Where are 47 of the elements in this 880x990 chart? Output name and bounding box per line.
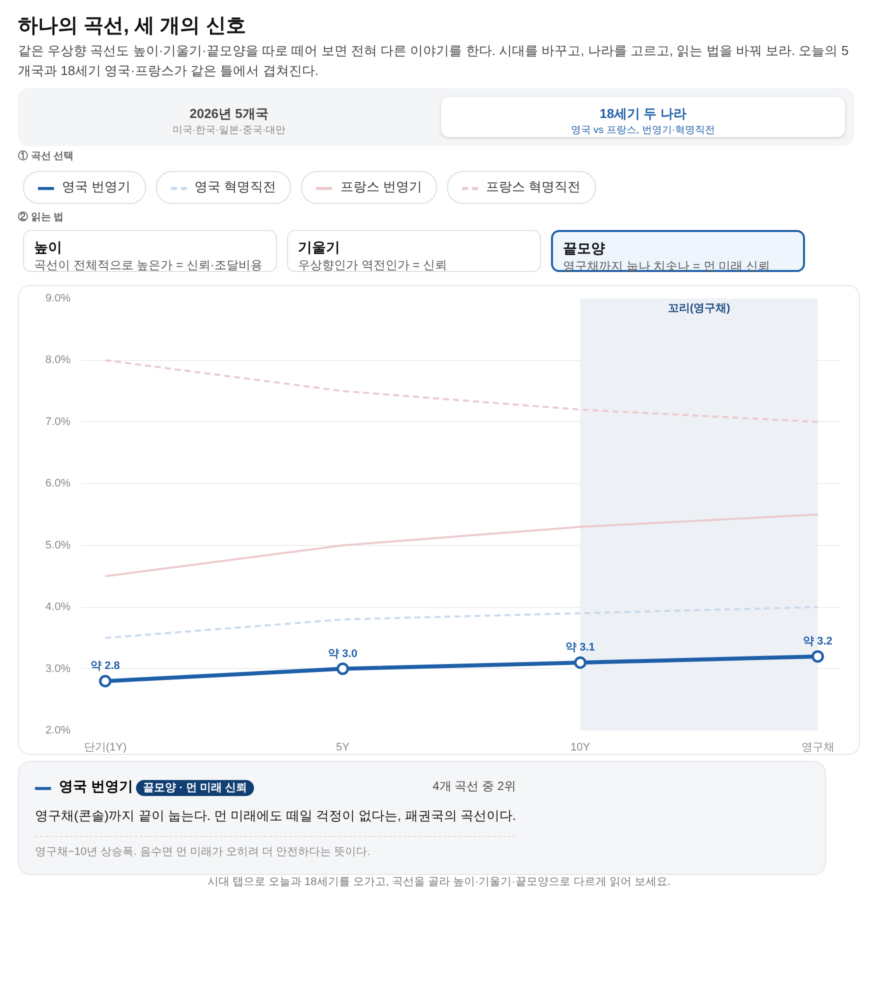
x-tick-label: 5Y xyxy=(336,742,350,754)
legend-label: 영국 번영기 xyxy=(59,778,133,794)
text: 미국·한국·일본·중국·대만 xyxy=(172,124,286,138)
text: 영구채(콘솔)까지 끝이 눕는다. 먼 미래에도 떼일 걱정이 없다는, 패권국의 곡선이다. xyxy=(35,806,516,825)
y-tick-label: 8.0% xyxy=(45,354,71,366)
text: 4개 곡선 중 2위 xyxy=(432,778,516,796)
text: 영구채까지 눕나 치솟나 = 먼 미래 신뢰 xyxy=(563,258,770,276)
y-tick-label: 2.0% xyxy=(45,724,71,737)
text: 2026년 5개국 xyxy=(188,105,270,124)
line-series xyxy=(104,514,819,578)
legend-label: 프랑스 혁명직전 xyxy=(486,179,580,194)
chart-title: 하나의 곡선, 세 개의 신호 xyxy=(18,14,246,39)
text: 끝모양 xyxy=(563,239,606,258)
text: 시대 탭으로 오늘과 18세기를 오가고, 곡선을 골라 높이·기울기·끝모양으로 다르게 읽어 보세요. xyxy=(207,875,671,890)
text: ② 읽는 법 xyxy=(18,211,64,225)
text: 영국 번영기 xyxy=(62,179,131,194)
band-label: 꼬리(영구채) xyxy=(668,302,730,315)
y-tick-label: 3.0% xyxy=(45,663,71,676)
data-label: 약 3.1 xyxy=(566,642,595,654)
text: 영국 vs 프랑스, 번영기·혁명직전 xyxy=(570,124,716,138)
text: 영구채−10년 상승폭. 음수면 먼 미래가 오히려 더 안전하다는 뜻이다. xyxy=(35,836,516,860)
text: 곡선이 전체적으로 높은가 = 신뢰·조달비용 xyxy=(34,257,262,274)
y-tick-label: 6.0% xyxy=(45,478,71,490)
text: 우상향인가 역전인가 = 신뢰 xyxy=(298,257,448,274)
y-tick-label: 5.0% xyxy=(45,540,71,552)
y-tick-label: 9.0% xyxy=(45,292,71,305)
data-label: 약 3.0 xyxy=(328,648,358,660)
data-label: 약 2.8 xyxy=(90,660,120,672)
point xyxy=(336,662,349,676)
point xyxy=(99,675,112,688)
chart-subtitle: 같은 우상향 곡선도 높이·기울기·끝모양을 따로 떼어 보면 전혀 다른 이야기를 한다. 시대를 바꾸고, 나라를 고르고, 읽는 법을 바꿔 보라. 오늘의 5개국과 18세기 영국·프랑스가 같은 틀에서 겹쳐진다. xyxy=(18,42,850,80)
y-tick-label: 7.0% xyxy=(45,416,71,428)
text: ① 곡선 선택 xyxy=(18,150,74,164)
x-tick-label: 영구채 xyxy=(801,742,834,754)
legend-label: 프랑스 번영기 xyxy=(340,179,422,194)
legend-label: 영국 혁명직전 xyxy=(194,179,276,194)
text: 기울기 xyxy=(298,238,341,258)
x-tick-label: 10Y xyxy=(570,742,591,754)
data-label: 약 3.2 xyxy=(803,636,832,648)
y-tick-label: 4.0% xyxy=(45,601,71,614)
text: 18세기 두 나라 xyxy=(598,105,688,124)
text: 높이 xyxy=(34,238,63,258)
text: 끝모양 · 먼 미래 신뢰 xyxy=(136,780,254,796)
point xyxy=(574,656,586,670)
x-tick-label: 단기(1Y) xyxy=(84,742,127,754)
point xyxy=(812,650,824,663)
line-series xyxy=(104,359,819,424)
